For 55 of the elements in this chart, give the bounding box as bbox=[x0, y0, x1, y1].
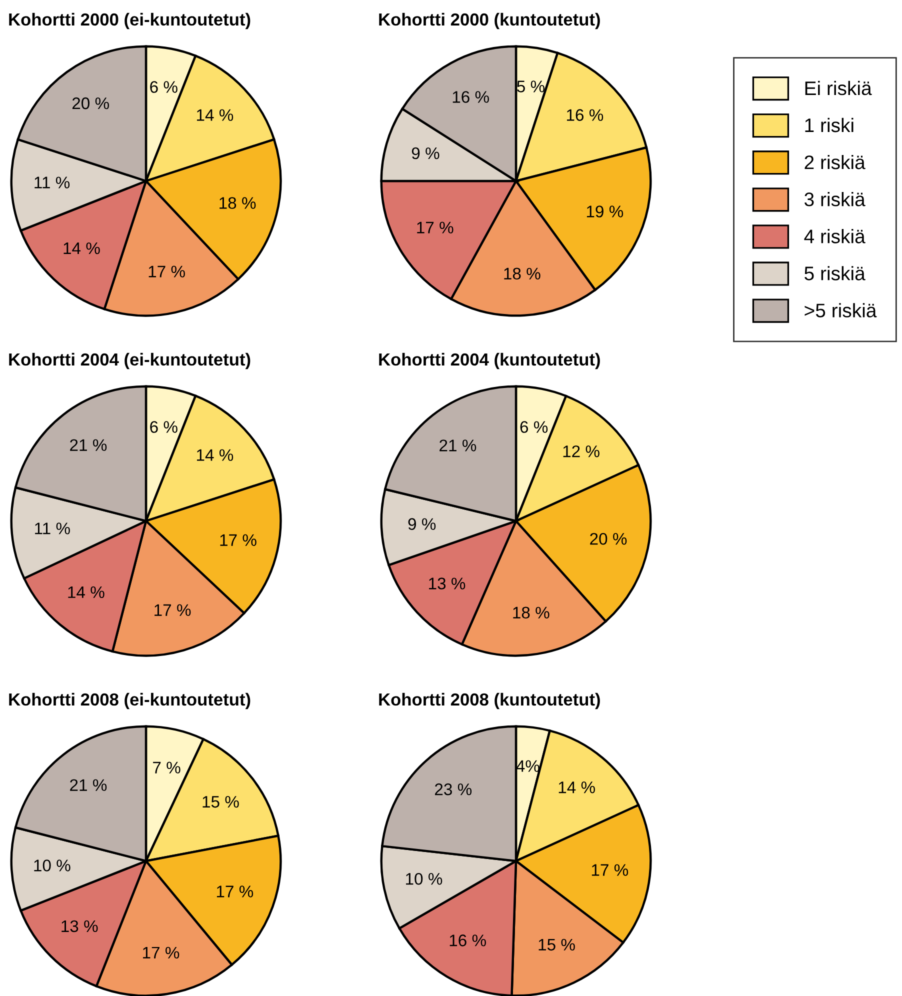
data-label: 19 % bbox=[586, 206, 624, 218]
data-label: 20 % bbox=[590, 532, 627, 545]
data-label: 23 % bbox=[434, 783, 472, 796]
legend-label: >5 riskiä bbox=[804, 303, 877, 318]
legend-label: 3 riskiä bbox=[804, 192, 866, 206]
data-label: 14 % bbox=[558, 782, 595, 794]
data-label: 11 % bbox=[34, 176, 70, 188]
chart-title: Kohortti 2004 (ei-kuntoutetut) bbox=[9, 352, 250, 370]
legend-label: Ei riskiä bbox=[805, 80, 872, 96]
data-label: 17 % bbox=[220, 534, 256, 546]
chart-title: Kohortti 2004 (kuntoutetut) bbox=[379, 352, 600, 370]
data-label: 7 % bbox=[153, 762, 180, 774]
data-label: 17 % bbox=[216, 886, 254, 898]
data-label: 20 % bbox=[72, 97, 109, 110]
data-label: 15 % bbox=[538, 938, 575, 951]
data-label: 11 % bbox=[35, 522, 70, 534]
data-label: 4% bbox=[516, 760, 540, 772]
data-label: 14 % bbox=[68, 586, 104, 598]
data-label: 21 % bbox=[440, 440, 476, 452]
legend-label: 5 riskiä bbox=[804, 266, 866, 280]
data-label: 10 % bbox=[406, 872, 442, 885]
data-label: 17 % bbox=[148, 266, 185, 278]
legend-label: 2 riskiä bbox=[804, 154, 866, 170]
data-label: 14 % bbox=[196, 109, 234, 121]
data-label: 10 % bbox=[34, 860, 70, 872]
chart-title: Kohortti 2008 (kuntoutetut) bbox=[379, 692, 600, 710]
data-label: 16 % bbox=[452, 91, 489, 103]
data-label: 18 % bbox=[220, 197, 256, 209]
data-label: 17 % bbox=[143, 946, 180, 959]
chart-title: Kohortti 2000 (kuntoutetut) bbox=[379, 12, 600, 30]
data-label: 21 % bbox=[70, 439, 107, 451]
data-label: 5 % bbox=[517, 80, 545, 92]
data-label: 9 % bbox=[412, 147, 440, 160]
data-label: 14 % bbox=[196, 449, 234, 461]
data-label: 13 % bbox=[62, 920, 98, 932]
data-label: 9 % bbox=[408, 518, 436, 530]
data-label: 17 % bbox=[592, 864, 628, 876]
data-label: 14 % bbox=[64, 242, 100, 254]
data-label: 21 % bbox=[70, 779, 107, 791]
data-label: 17 % bbox=[417, 222, 454, 234]
chart-title: Kohortti 2008 (ei-kuntoutetut) bbox=[9, 692, 250, 710]
data-label: 6 % bbox=[150, 421, 178, 433]
legend-label: 1 riski bbox=[805, 118, 854, 132]
data-label: 16 % bbox=[566, 109, 604, 121]
data-label: 18 % bbox=[513, 606, 550, 619]
data-label: 16 % bbox=[450, 934, 486, 946]
data-label: 6 % bbox=[520, 421, 548, 433]
data-label: 13 % bbox=[429, 578, 466, 590]
data-label: 15 % bbox=[202, 796, 239, 808]
chart-title: Kohortti 2000 (ei-kuntoutetut) bbox=[9, 12, 250, 30]
data-label: 17 % bbox=[154, 604, 191, 616]
legend-label: 4 riskiä bbox=[804, 229, 866, 244]
data-label: 6 % bbox=[150, 81, 178, 93]
data-label: 18 % bbox=[504, 268, 540, 280]
data-label: 12 % bbox=[563, 445, 600, 458]
